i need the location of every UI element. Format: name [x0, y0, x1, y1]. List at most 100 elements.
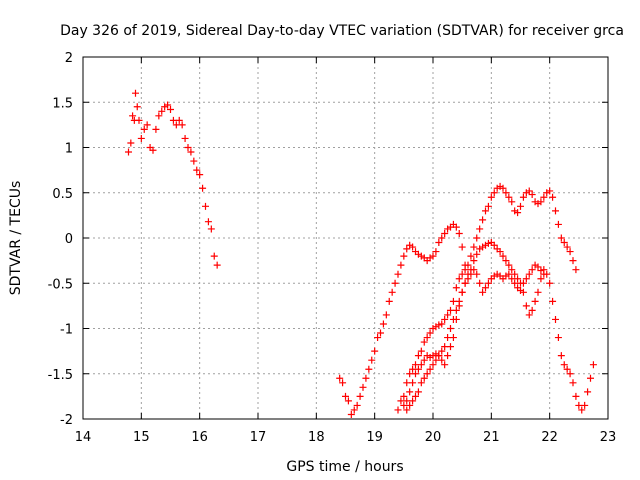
data-point	[426, 365, 434, 373]
data-point	[476, 279, 484, 287]
data-point	[210, 252, 218, 260]
data-point	[379, 320, 387, 328]
data-point	[546, 279, 554, 287]
data-point	[353, 401, 361, 409]
chart-title: Day 326 of 2019, Sidereal Day-to-day VTE…	[60, 23, 624, 39]
data-point	[464, 261, 472, 269]
data-point	[537, 275, 545, 283]
data-point	[557, 234, 565, 242]
data-point	[525, 187, 533, 195]
data-point	[432, 356, 440, 364]
data-point	[213, 261, 221, 269]
data-point	[412, 392, 419, 400]
data-point	[409, 397, 417, 405]
data-point	[566, 370, 574, 378]
data-point	[414, 365, 422, 373]
data-point	[528, 266, 536, 274]
x-tick-label: 23	[600, 430, 617, 445]
data-point	[557, 352, 565, 360]
data-point	[441, 315, 449, 323]
data-point	[420, 374, 428, 382]
data-point	[438, 234, 446, 242]
data-point	[371, 347, 379, 355]
data-point	[505, 261, 513, 269]
data-point	[339, 379, 347, 387]
x-axis-label: GPS time / hours	[286, 459, 403, 475]
data-point	[560, 239, 568, 247]
data-point	[540, 270, 548, 278]
data-point	[441, 343, 449, 351]
y-tick-label: 1.5	[52, 96, 73, 111]
x-tick-label: 18	[308, 430, 325, 445]
data-point	[589, 361, 597, 369]
data-point	[587, 374, 594, 382]
data-point	[362, 374, 370, 382]
data-point	[522, 302, 530, 310]
x-tick-label: 21	[483, 430, 500, 445]
data-point	[572, 266, 580, 274]
data-point	[406, 401, 414, 409]
data-point	[190, 157, 198, 165]
data-point	[336, 374, 344, 382]
data-point	[344, 397, 352, 405]
data-point	[409, 379, 417, 387]
data-point	[473, 234, 481, 242]
data-point	[505, 193, 513, 201]
series-arc-4	[400, 239, 597, 414]
data-point	[517, 286, 524, 294]
data-point	[554, 334, 562, 342]
data-point	[487, 193, 495, 201]
data-point	[409, 365, 417, 373]
data-point	[359, 383, 367, 391]
data-point	[403, 245, 411, 253]
data-point	[528, 191, 536, 199]
data-point	[417, 361, 425, 369]
data-point	[140, 125, 148, 133]
data-point	[167, 105, 174, 113]
data-point	[452, 223, 460, 231]
data-point	[184, 144, 192, 151]
data-point	[202, 202, 209, 210]
data-point	[397, 261, 405, 269]
data-point	[447, 325, 454, 332]
data-point	[581, 401, 589, 409]
data-point	[444, 352, 452, 360]
data-point	[470, 243, 478, 251]
data-point	[452, 306, 460, 314]
data-point	[578, 406, 586, 414]
data-point	[155, 112, 163, 120]
x-tick-label: 17	[250, 430, 267, 445]
data-point	[377, 329, 384, 337]
data-point	[199, 184, 207, 192]
data-point	[467, 252, 475, 260]
data-point	[458, 288, 466, 296]
data-point	[473, 250, 481, 258]
data-point	[563, 365, 571, 373]
data-point	[525, 311, 533, 319]
data-point	[461, 266, 469, 274]
data-point	[508, 198, 516, 206]
series-arc-3	[394, 182, 580, 414]
data-point	[137, 134, 145, 142]
data-point	[528, 306, 536, 314]
data-point	[423, 334, 431, 342]
data-point	[125, 148, 132, 156]
data-point	[546, 187, 554, 195]
data-point	[549, 297, 557, 305]
data-point	[566, 248, 574, 256]
data-point	[412, 370, 419, 378]
data-point	[403, 406, 411, 414]
y-tick-label: 1	[65, 142, 73, 157]
data-point	[143, 121, 151, 129]
data-point	[394, 406, 402, 414]
data-point	[461, 279, 469, 287]
data-point	[552, 315, 559, 323]
data-point	[385, 297, 393, 305]
data-point	[552, 207, 559, 215]
data-point	[414, 352, 422, 360]
data-point	[342, 392, 349, 400]
data-point	[181, 134, 189, 142]
data-point	[560, 361, 568, 369]
axes: 14 15 16 17 18 19 20 21 22 23 2 1.5 1 0.5 0 -0.5 -1 -1.5 -…	[48, 51, 617, 445]
